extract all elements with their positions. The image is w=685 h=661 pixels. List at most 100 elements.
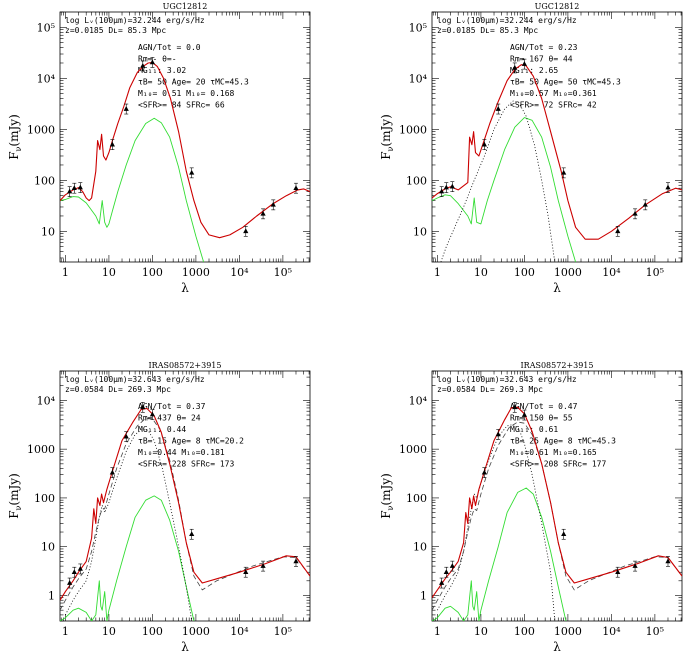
data-point [632,560,638,572]
y-axis-label-text: Fν(mJy) [379,114,395,160]
data-point [512,62,518,74]
y-axis-label-unit: (mJy) [379,114,393,146]
chart-title: UGC12812 [163,2,208,11]
fit-parameter: AGN/Tot = 0.23 [510,43,578,52]
data-marker [77,184,83,190]
data-point [495,429,501,440]
fit-parameter: MG₁₁: 2.65 [510,66,558,75]
data-point [67,577,73,589]
fit-parameter: <SFR>= 72 SFRᴄ= 42 [510,101,597,110]
y-axis-label-sub: ν [14,146,23,151]
x-tick-label: 10 [474,625,488,638]
data-point [665,182,671,193]
x-tick-label: 1000 [182,266,210,279]
y-axis-label-sub: ν [386,146,395,151]
x-tick-label: 10⁴ [602,625,621,638]
y-axis-label-main: F [379,510,393,518]
series-line-dashed [60,417,310,611]
series-group [432,58,682,262]
series-line-green [60,117,205,262]
fit-parameter: <SFR>= 228 SFRᴄ= 173 [138,460,234,469]
y-tick-label: 100 [406,174,427,187]
data-marker [632,210,638,216]
x-axis-label: λ [553,281,561,295]
y-tick-label: 10⁵ [37,21,55,34]
x-tick-label: 10⁵ [646,625,664,638]
y-tick-label: 1 [420,589,427,602]
info-line: log Lᵥ(100μm)=32.244 erg/s/Hz [65,16,205,25]
data-marker [140,404,146,410]
y-axis-label: Fν(mJy) [7,114,23,160]
y-tick-label: 10⁴ [37,394,56,407]
data-marker [439,188,445,194]
series-line-agn-dotted [440,100,556,262]
x-tick-label: 1000 [554,625,582,638]
info-line: log Lᵥ(100μm)=32.244 erg/s/Hz [437,16,577,25]
x-tick-label: 10⁴ [602,266,621,279]
data-marker [293,185,299,191]
x-tick-label: 10 [474,266,488,279]
y-tick-label: 100 [406,492,427,505]
data-marker [149,59,156,65]
data-point [109,139,115,150]
y-tick-label: 10⁵ [409,21,427,34]
x-axis-label: λ [181,281,189,295]
x-tick-label: 10⁵ [274,266,292,279]
data-marker [243,569,249,575]
fit-parameter: M₁₀=0.57 M₁₀=0.361 [510,89,597,98]
data-marker [67,580,73,585]
data-marker [439,580,445,585]
data-marker [512,404,518,410]
data-marker [615,569,621,575]
data-point [293,182,299,194]
data-point [189,528,195,540]
fit-parameter: τB= 50 Age= 20 τMC=45.3 [138,78,249,87]
series-line-total [60,61,310,239]
data-marker [561,531,567,537]
chart-panel-4: IRAS08572+3915 1 10 100 1000 10⁴ 10⁵ 1 10 100 1000… [379,361,683,654]
x-tick-label: 10 [102,625,116,638]
data-marker [260,563,266,568]
y-axis-label-main: F [7,151,21,159]
chart-panel-2: UGC12812 1 10 100 1000 10⁴ 10⁵ 10 100 1000 10⁴ 10⁵ λ… [379,2,683,295]
x-axis-label: λ [181,640,189,654]
data-marker [665,558,671,564]
data-point [561,528,567,540]
data-point [293,556,299,567]
data-marker [449,563,455,568]
data-marker [449,183,455,189]
series-line-green [60,495,195,621]
x-tick-label: 10⁴ [230,625,249,638]
fit-parameter: M₁₀=0.44 M₁₀=0.181 [138,448,225,457]
data-point [149,57,156,68]
plot-frame [59,370,311,622]
fit-parameter: M₁₀=0.61 M₁₀=0.165 [510,448,597,457]
x-tick-label: 10⁵ [274,625,292,638]
series-group [432,402,682,621]
series-group [60,57,310,262]
y-tick-label: 1000 [399,123,427,136]
data-marker [109,469,115,475]
data-point [109,467,115,478]
data-marker [293,558,299,564]
series-line-green [432,117,577,262]
data-marker [615,228,621,234]
data-point [615,226,621,237]
data-marker [67,188,73,194]
series-line-green [432,487,567,621]
fit-parameter: AGN/Tot = 0.47 [510,402,578,411]
data-point [140,402,146,413]
data-marker [189,169,195,175]
data-point [481,467,487,478]
series-line-dashed [432,421,682,611]
x-tick-label: 1 [434,266,441,279]
data-point [495,103,501,115]
y-axis-label: Fν(mJy) [379,473,395,519]
data-marker [260,210,266,216]
x-tick-label: 10⁵ [646,266,664,279]
y-tick-label: 10 [413,541,427,554]
info-line: log Lᵥ(100μm)=32.643 erg/s/Hz [437,375,577,384]
data-point [449,560,455,572]
fit-parameter: <SFR>= 84 SFRᴄ= 66 [138,101,225,110]
